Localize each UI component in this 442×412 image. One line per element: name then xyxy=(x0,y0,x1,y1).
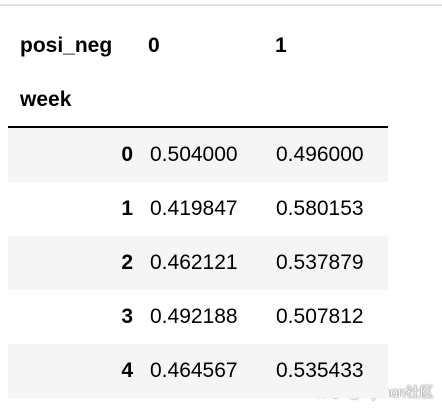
column-header: 1 xyxy=(275,34,287,57)
table-row: 1 0.419847 0.580153 xyxy=(8,182,388,236)
table-row: 2 0.462121 0.537879 xyxy=(8,236,388,290)
index-name: week xyxy=(20,88,72,111)
table-row: 0 0.504000 0.496000 xyxy=(8,128,388,182)
top-border xyxy=(0,4,442,6)
index-cell: 0 xyxy=(121,143,133,166)
column-header: posi_neg xyxy=(20,34,113,57)
index-cell: 2 xyxy=(121,251,133,274)
index-cell: 1 xyxy=(121,197,133,220)
value-cell: 0.535433 xyxy=(276,359,364,382)
value-cell: 0.496000 xyxy=(276,143,364,166)
value-cell: 0.537879 xyxy=(276,251,364,274)
index-cell: 3 xyxy=(121,305,133,328)
value-cell: 0.507812 xyxy=(276,305,364,328)
value-cell: 0.464567 xyxy=(150,359,238,382)
column-header: 0 xyxy=(148,34,160,57)
value-cell: 0.419847 xyxy=(150,197,238,220)
header-rule xyxy=(8,126,388,128)
value-cell: 0.462121 xyxy=(150,251,238,274)
table-row: 4 0.464567 0.535433 xyxy=(8,344,388,398)
table-row: 3 0.492188 0.507812 xyxy=(8,290,388,344)
index-cell: 4 xyxy=(121,359,133,382)
value-cell: 0.504000 xyxy=(150,143,238,166)
value-cell: 0.580153 xyxy=(276,197,364,220)
value-cell: 0.492188 xyxy=(150,305,238,328)
